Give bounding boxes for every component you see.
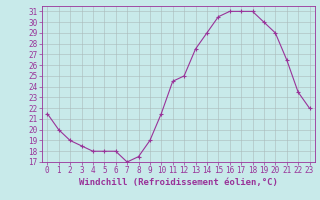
X-axis label: Windchill (Refroidissement éolien,°C): Windchill (Refroidissement éolien,°C) xyxy=(79,178,278,187)
